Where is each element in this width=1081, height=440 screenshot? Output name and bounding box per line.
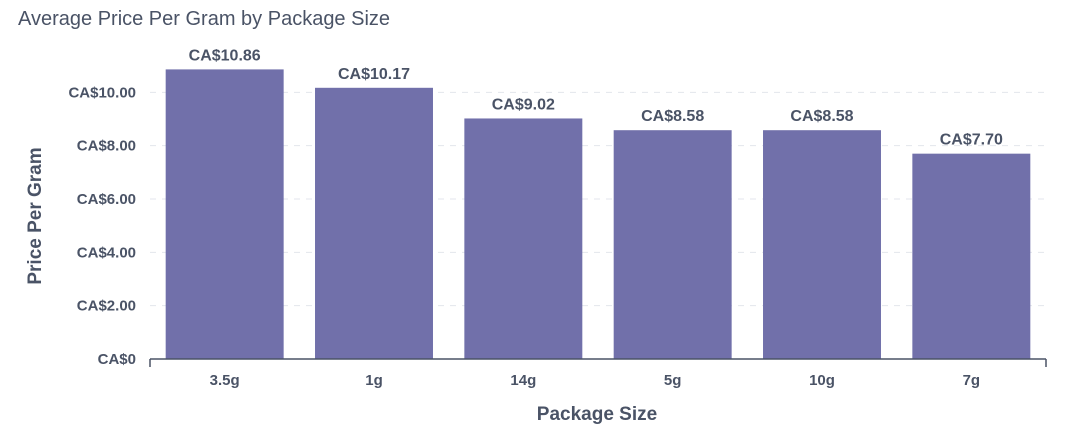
bar: [165, 69, 284, 360]
bar: [613, 130, 732, 359]
x-tick-label: 5g: [664, 372, 682, 389]
y-tick-label: CA$8.00: [77, 138, 136, 155]
y-tick-label: CA$0: [98, 351, 136, 368]
x-tick-label: 7g: [963, 372, 981, 389]
y-axis-title: Price Per Gram: [25, 147, 46, 284]
y-tick-label: CA$4.00: [77, 244, 136, 261]
x-tick-label: 10g: [809, 372, 835, 389]
bar-value-label: CA$8.58: [641, 108, 704, 125]
x-axis-title: Package Size: [537, 404, 657, 425]
chart-title: Average Price Per Gram by Package Size: [18, 8, 391, 30]
bar: [315, 87, 433, 360]
bar-value-label: CA$10.86: [189, 47, 261, 64]
bars: [165, 69, 1031, 360]
bar: [763, 130, 881, 359]
axes: CA$0 CA$2.00 CA$4.00 CA$6.00 CA$8.00 CA$10.00…: [68, 84, 1047, 389]
bar-value-label: CA$9.02: [492, 96, 555, 113]
y-tick-label: CA$10.00: [68, 84, 136, 101]
y-tick-label: CA$6.00: [77, 191, 136, 208]
x-tick-label: 1g: [365, 372, 383, 389]
bar: [464, 118, 583, 359]
bar-value-label: CA$8.58: [790, 108, 853, 125]
x-tick-label: 14g: [510, 372, 536, 389]
gridlines: [150, 91, 1046, 307]
bar-value-label: CA$10.17: [338, 66, 410, 83]
bar: [912, 153, 1031, 359]
x-tick-label: 3.5g: [210, 372, 240, 389]
bar-value-label: CA$7.70: [940, 132, 1003, 149]
data-labels: CA$10.86 CA$10.17 CA$9.02 CA$8.58 CA$8.58 CA$…: [189, 47, 1003, 148]
y-tick-label: CA$2.00: [77, 298, 136, 315]
